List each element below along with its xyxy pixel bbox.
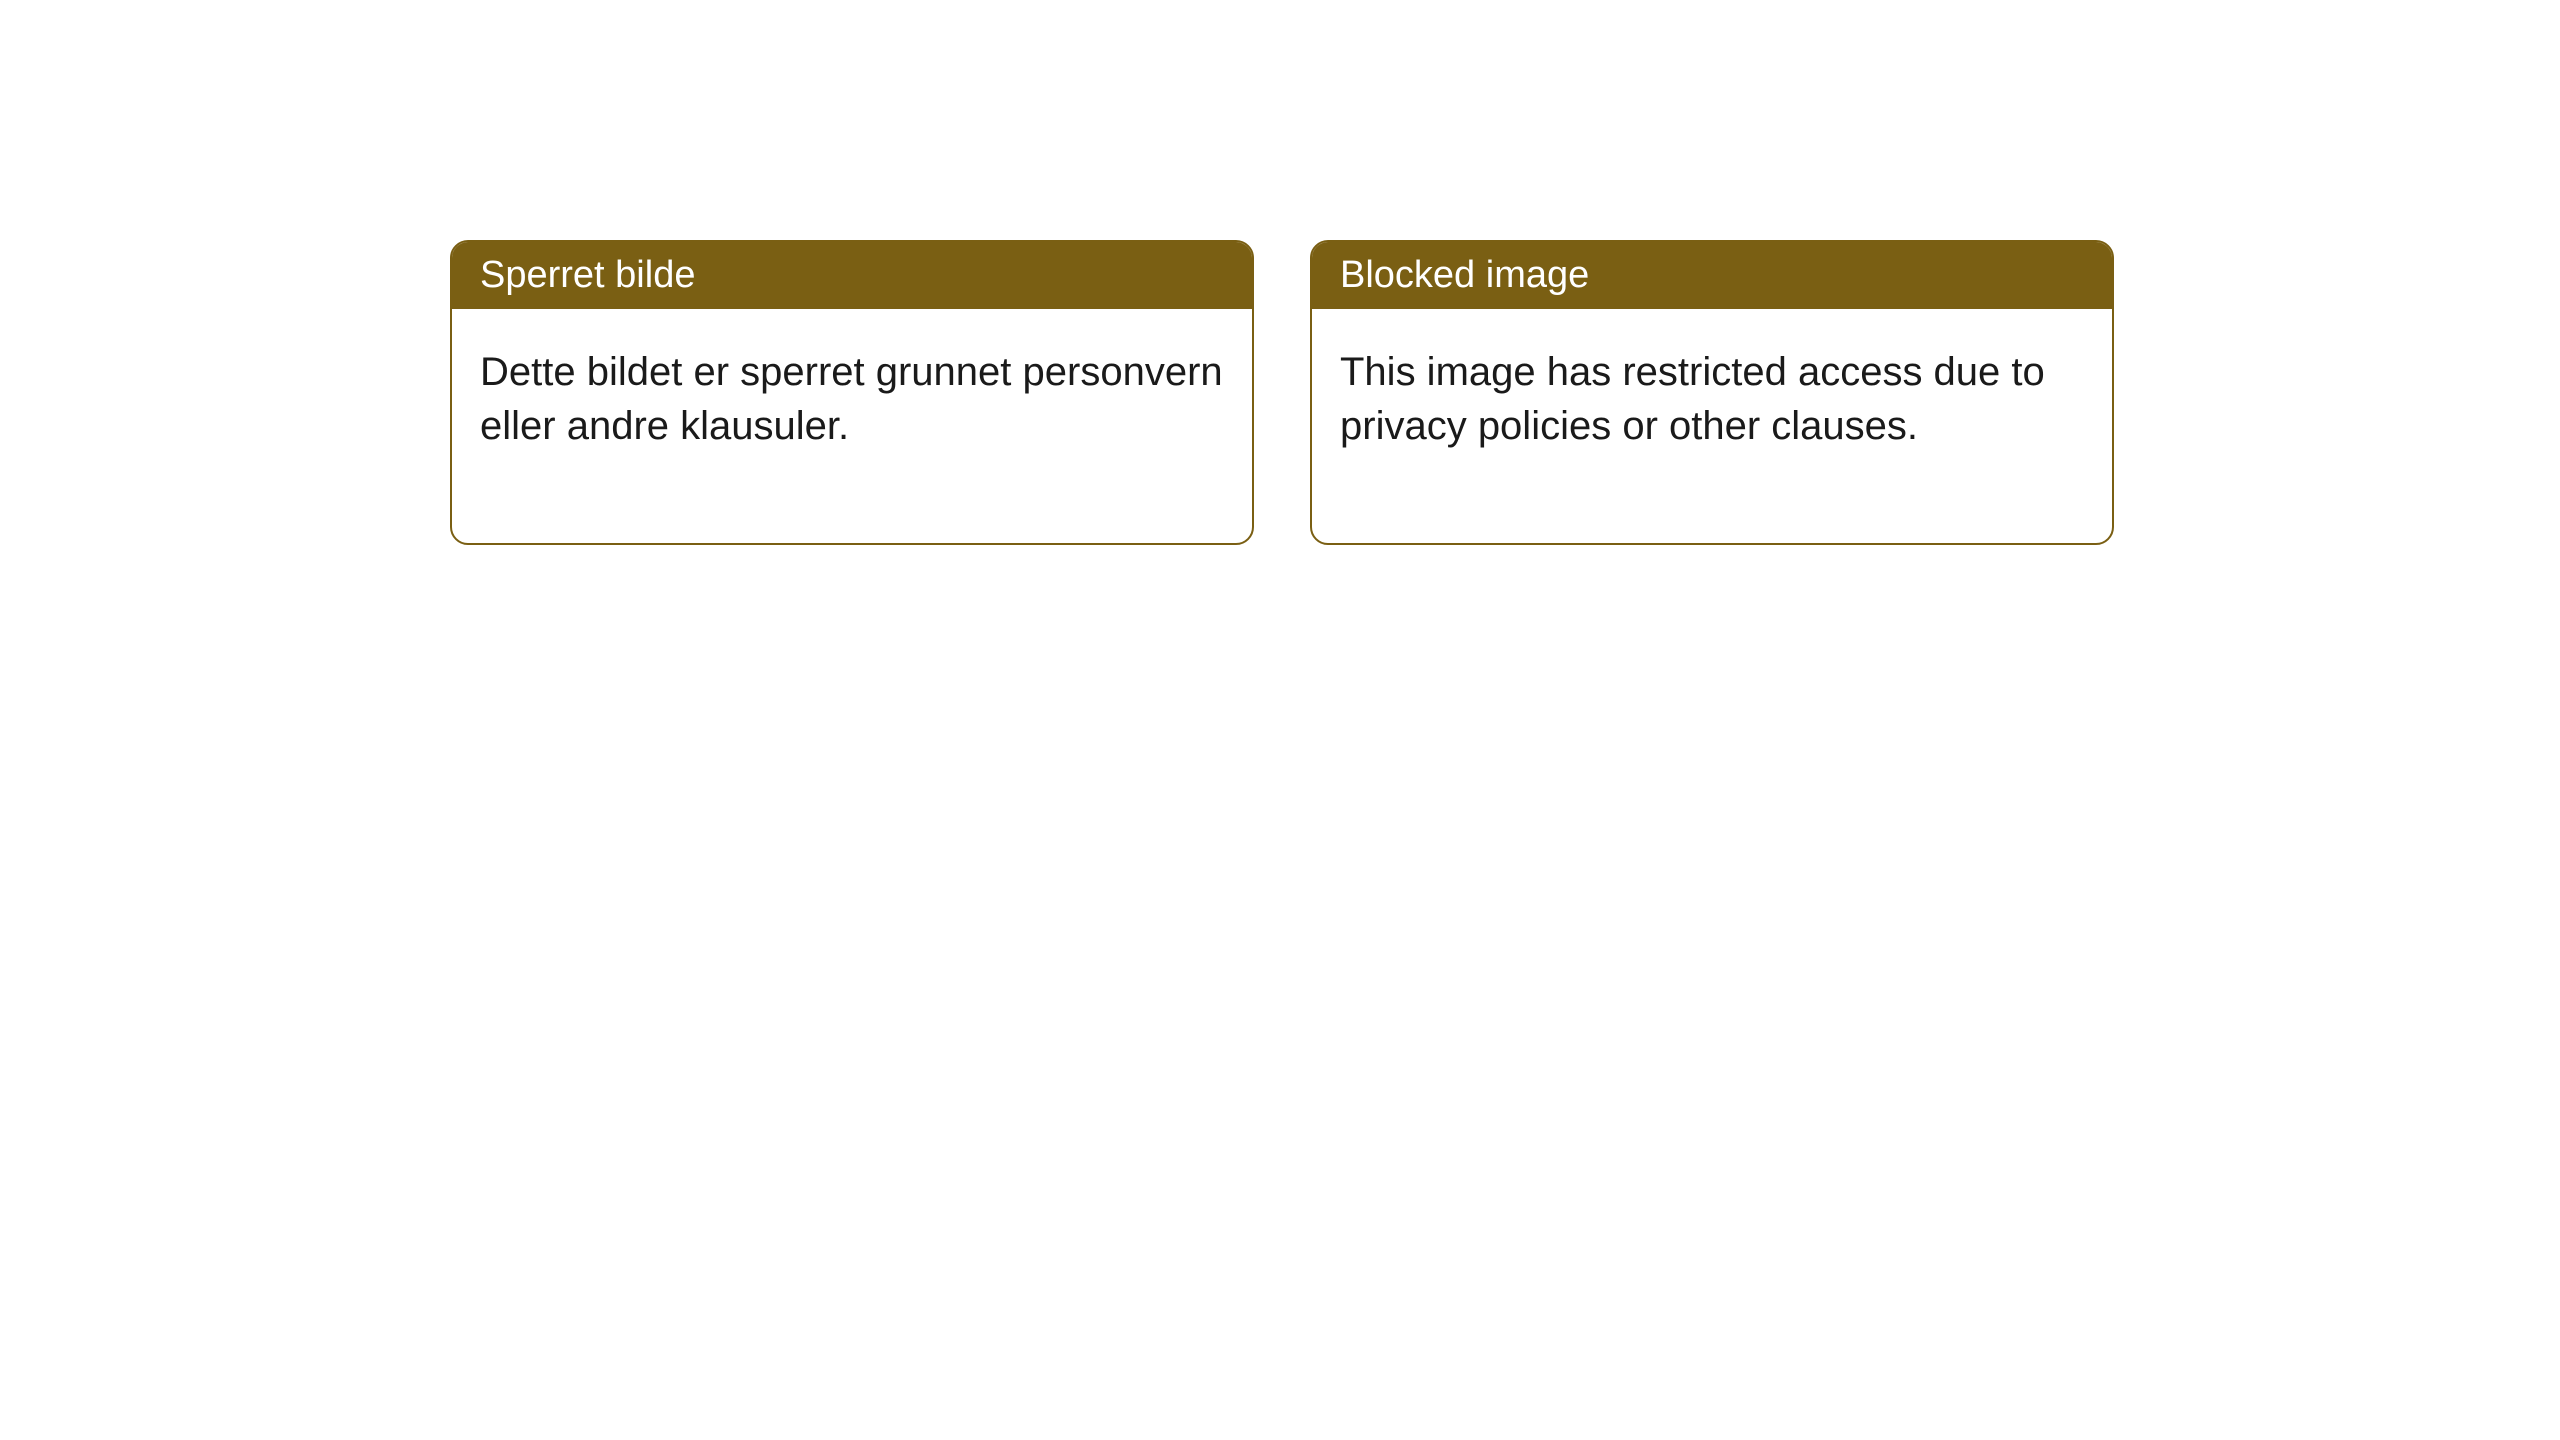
notice-title-norwegian: Sperret bilde [452,242,1252,309]
notice-card-norwegian: Sperret bilde Dette bildet er sperret gr… [450,240,1254,545]
notice-container: Sperret bilde Dette bildet er sperret gr… [450,240,2114,545]
notice-body-norwegian: Dette bildet er sperret grunnet personve… [452,309,1252,543]
notice-title-english: Blocked image [1312,242,2112,309]
notice-card-english: Blocked image This image has restricted … [1310,240,2114,545]
notice-body-english: This image has restricted access due to … [1312,309,2112,543]
